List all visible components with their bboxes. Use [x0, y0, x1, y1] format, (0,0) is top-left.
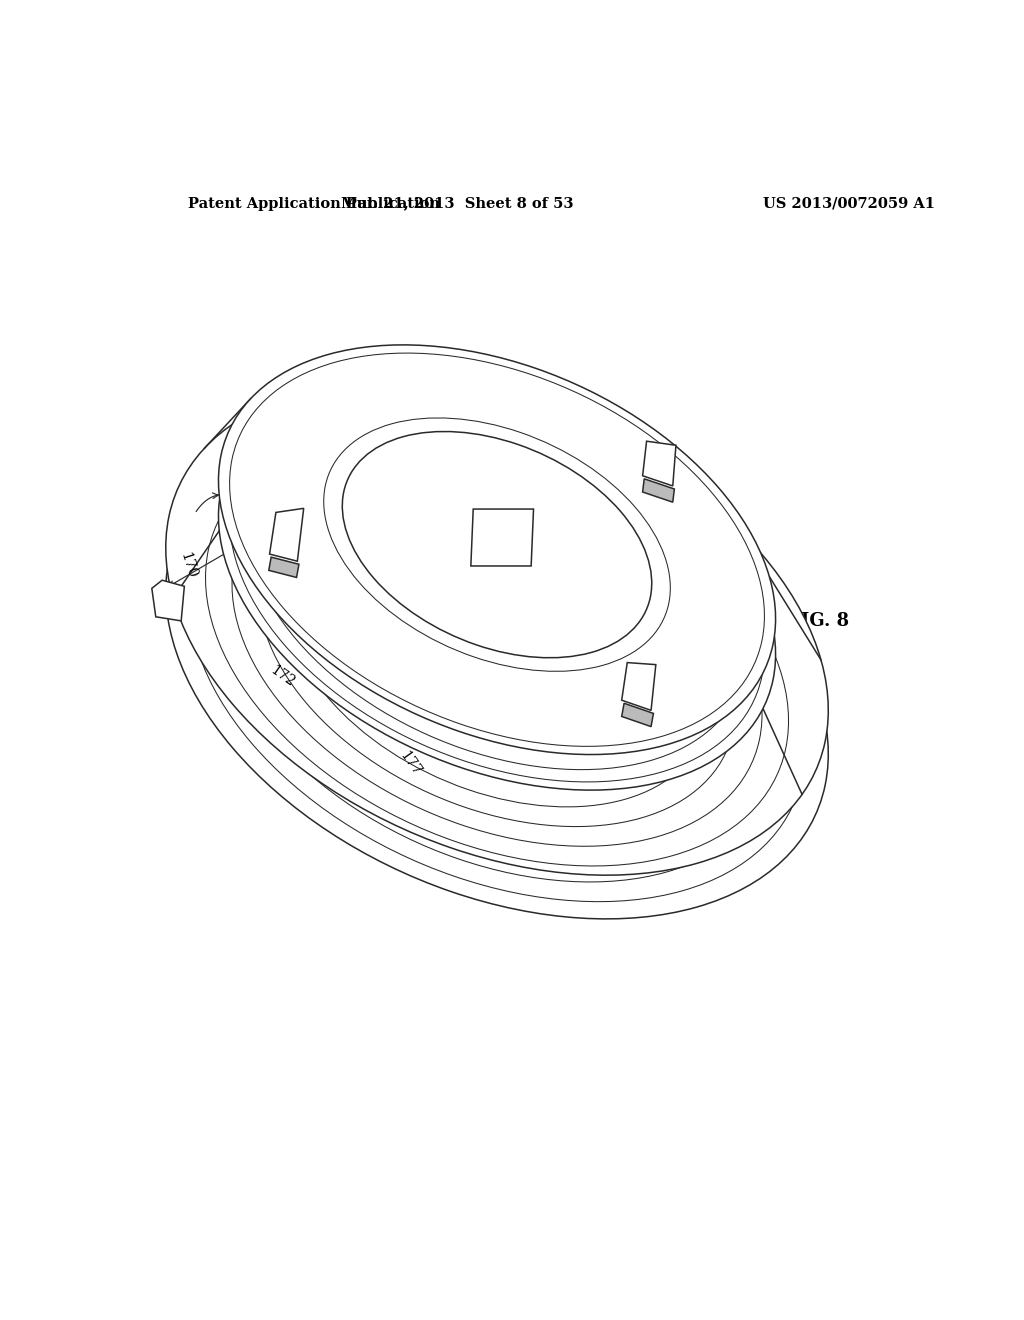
Text: 176b: 176b	[496, 392, 637, 710]
Text: Mar. 21, 2013  Sheet 8 of 53: Mar. 21, 2013 Sheet 8 of 53	[341, 197, 573, 211]
Ellipse shape	[218, 380, 775, 791]
Ellipse shape	[158, 404, 837, 916]
Text: US 2013/0072059 A1: US 2013/0072059 A1	[763, 197, 935, 211]
Ellipse shape	[218, 345, 775, 755]
Polygon shape	[643, 479, 675, 502]
Text: 175a: 175a	[282, 537, 326, 615]
Text: 170: 170	[177, 550, 199, 579]
Text: FIG. 8: FIG. 8	[787, 612, 849, 630]
Ellipse shape	[166, 383, 828, 875]
Polygon shape	[471, 510, 534, 566]
Polygon shape	[643, 441, 676, 486]
Ellipse shape	[342, 432, 651, 657]
Polygon shape	[269, 508, 304, 561]
Ellipse shape	[164, 301, 829, 797]
Text: Patent Application Publication: Patent Application Publication	[187, 197, 439, 211]
Text: 171: 171	[339, 381, 416, 411]
Text: 176c: 176c	[660, 492, 687, 663]
Text: 175c: 175c	[621, 463, 671, 698]
Text: 174: 174	[169, 499, 319, 586]
Polygon shape	[622, 704, 653, 726]
Polygon shape	[268, 557, 299, 577]
Text: 172: 172	[268, 656, 350, 690]
Ellipse shape	[166, 426, 828, 919]
Text: 176a: 176a	[292, 566, 327, 590]
Polygon shape	[622, 663, 655, 710]
Polygon shape	[152, 581, 184, 620]
Text: 175b: 175b	[538, 396, 649, 681]
Text: 177: 177	[396, 717, 470, 777]
